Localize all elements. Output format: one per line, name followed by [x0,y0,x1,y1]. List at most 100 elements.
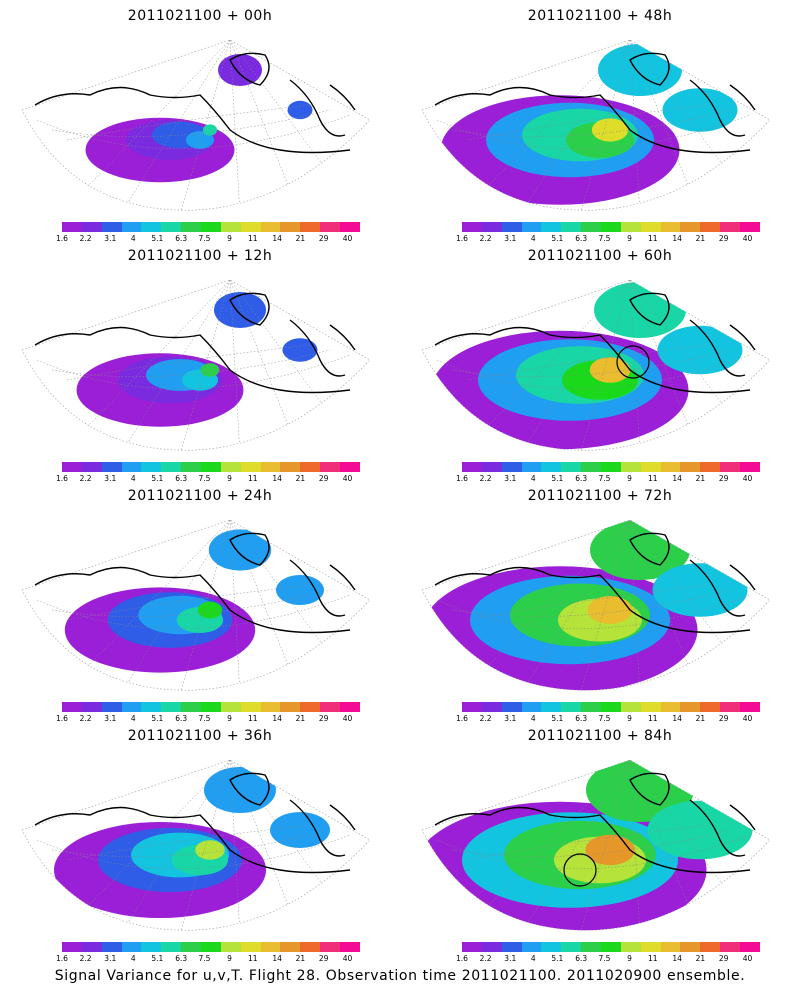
colorbar-swatch [462,942,482,952]
colorbar-label: 14 [272,234,282,243]
latitude-line [451,829,731,857]
colorbar-swatch [501,942,522,952]
colorbar [62,222,360,232]
colorbar-swatch [201,702,221,712]
colorbar-labels: 1.6 2.2 3.1 4 5.1 6.3 7.5 9 11 14 21 29 40 [456,474,760,484]
polar-map [421,39,771,211]
colorbar-label: 11 [247,714,258,723]
colorbar-label: 4 [530,714,536,723]
colorbar-swatch [541,702,562,712]
colorbar-label: 40 [742,234,753,243]
colorbar-swatch [481,222,502,232]
colorbar-label: 9 [627,954,632,963]
colorbar-swatch [300,702,321,712]
colorbar-swatch [300,942,321,952]
colorbar-swatch [62,222,82,232]
polar-map [421,759,771,931]
colorbar-swatch [181,222,202,232]
variance-contour [204,767,276,813]
colorbar-swatch [340,702,360,712]
longitude-line [579,760,631,931]
colorbar-label: 4 [130,474,136,483]
latitude-line [466,584,711,621]
latitude-line [466,104,711,141]
colorbar-label: 5.1 [551,474,564,483]
colorbar-label: 1.6 [56,234,68,243]
colorbar-swatch [320,702,341,712]
colorbar-swatch [340,222,360,232]
colorbar-label: 9 [627,234,632,243]
colorbar-swatch [62,942,82,952]
variance-contour [589,357,631,383]
longitude-line [629,280,641,451]
colorbar-label: 29 [318,954,329,963]
colorbar-label: 14 [672,234,682,243]
latitude-line [36,354,351,390]
colorbar-swatch [260,222,281,232]
colorbar-label: 2.2 [479,714,492,723]
longitude-line [519,520,631,691]
colorbar-swatch [541,942,562,952]
colorbar-swatch [121,702,142,712]
highlight-circle [563,853,597,887]
colorbar [462,222,760,232]
colorbar-label: 5.1 [551,954,564,963]
colorbar-swatch [201,222,221,232]
colorbar [62,462,360,472]
colorbar-label: 11 [247,954,258,963]
colorbar-swatch [640,462,661,472]
colorbar-swatch [541,462,562,472]
latitude-line [36,114,351,150]
colorbar-swatch [121,942,142,952]
colorbar-label: 1.6 [456,954,468,963]
forecast-panel: 2011021100 + 12h 1.6 2.2 3.1 4 5.1 6.3 7.5 9 11 14… [0,240,400,485]
variance-contour [202,124,218,136]
panel-title: 2011021100 + 48h [527,8,673,24]
colorbar-label: 21 [695,954,706,963]
coastline [329,564,356,591]
longitude-line [229,40,361,211]
forecast-panel: 2011021100 + 36h 1.6 2.2 3.1 4 5.1 6.3 7.5 9 11 14… [0,720,400,965]
colorbar-swatch [581,942,602,952]
coastline [289,79,346,137]
colorbar-swatch [462,222,482,232]
variance-contour [197,601,223,619]
longitude-line [229,760,241,931]
colorbar-swatch [81,462,102,472]
colorbar-swatch [220,462,241,472]
polar-map [21,519,371,691]
colorbar-label: 7.5 [198,714,211,723]
colorbar-label: 40 [342,234,353,243]
colorbar [462,462,760,472]
colorbar-swatch [740,462,760,472]
latitude-line [451,589,731,617]
variance-contour [276,575,324,605]
colorbar-labels: 1.6 2.2 3.1 4 5.1 6.3 7.5 9 11 14 21 29 40 [56,234,360,244]
coastline [434,86,751,154]
coastline [34,86,351,154]
colorbar-swatch [320,942,341,952]
colorbar-swatch [620,702,641,712]
colorbar-swatch [640,702,661,712]
colorbar-swatch [700,462,721,472]
longitude-line [629,40,761,211]
coastline [289,799,346,857]
coastline [34,566,351,634]
colorbar-swatch [462,462,482,472]
colorbar-label: 14 [672,474,682,483]
colorbar-label: 40 [742,474,753,483]
colorbar-swatch [521,222,542,232]
longitude-line [179,760,231,931]
colorbar-swatch [640,222,661,232]
longitude-line [179,280,231,451]
latitude-line [436,354,751,390]
colorbar [62,942,360,952]
colorbar-swatch [481,702,502,712]
panel-title: 2011021100 + 24h [127,488,273,504]
coastline [289,559,346,617]
colorbar-label: 7.5 [598,714,611,723]
colorbar-label: 6.3 [575,474,588,483]
colorbar-swatch [141,702,162,712]
colorbar-swatch [601,942,621,952]
coastline [629,292,670,326]
